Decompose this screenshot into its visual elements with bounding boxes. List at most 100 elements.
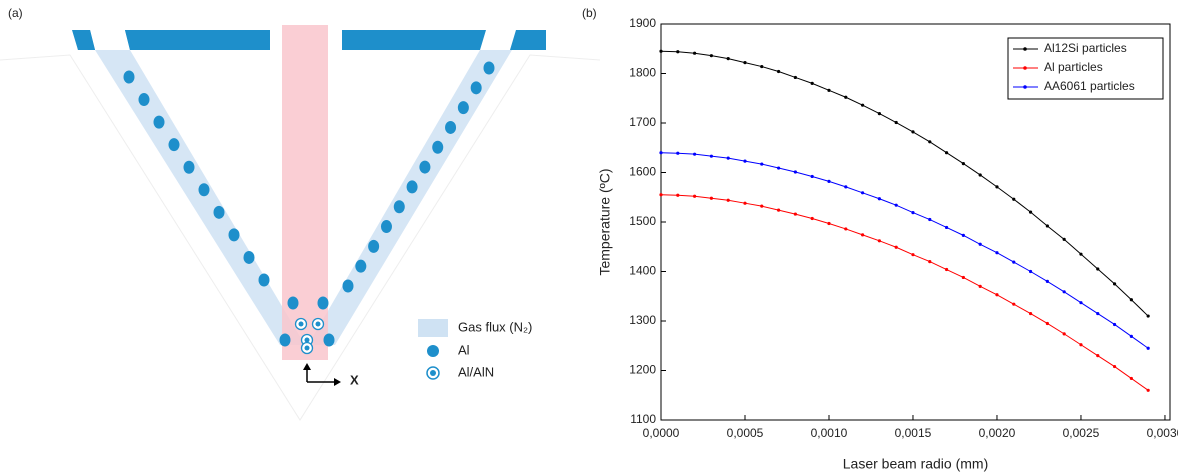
particle <box>368 239 380 253</box>
data-point <box>1079 252 1083 256</box>
legend-swatch <box>418 319 448 337</box>
data-point <box>676 151 680 155</box>
data-point <box>1028 210 1033 214</box>
particle <box>470 81 482 95</box>
data-point <box>709 154 713 158</box>
data-point <box>1062 237 1066 241</box>
data-point <box>1045 321 1049 326</box>
data-point <box>928 140 932 144</box>
data-point <box>1012 302 1016 306</box>
data-point <box>743 61 747 65</box>
data-point <box>1062 290 1066 294</box>
data-point <box>1146 346 1150 350</box>
data-point <box>978 242 982 246</box>
data-point <box>1112 364 1117 369</box>
legend-label: Al12Si particles <box>1044 41 1127 55</box>
data-point <box>978 284 982 288</box>
legend-marker <box>1023 47 1027 51</box>
data-point <box>1079 301 1083 305</box>
data-point <box>928 260 932 264</box>
x-tick-label: 0,0015 <box>895 426 932 440</box>
data-point <box>810 174 814 179</box>
x-tick-label: 0,0010 <box>811 426 848 440</box>
outline <box>0 54 601 421</box>
y-tick-label: 1100 <box>630 412 656 426</box>
data-point <box>676 50 680 54</box>
data-point <box>776 69 781 74</box>
data-point <box>827 179 831 184</box>
data-point <box>726 198 730 202</box>
data-point <box>844 95 848 99</box>
data-point <box>659 151 663 155</box>
coated-particle <box>304 345 310 351</box>
nozzle <box>125 30 270 50</box>
data-point <box>877 111 881 116</box>
data-point <box>1045 224 1049 228</box>
data-point <box>1096 354 1100 358</box>
coated-particle <box>315 321 321 327</box>
particle <box>228 228 240 242</box>
gas-flux <box>95 50 305 345</box>
coated-particle <box>304 337 310 343</box>
data-point <box>844 227 848 231</box>
data-point <box>676 193 680 197</box>
data-point <box>1045 279 1049 283</box>
data-point <box>894 203 898 207</box>
legend-marker <box>1023 66 1027 70</box>
particle <box>198 183 210 197</box>
data-point <box>692 152 697 156</box>
legend-marker <box>1023 85 1027 89</box>
data-point <box>860 103 865 107</box>
data-point <box>911 210 915 215</box>
data-point <box>911 130 915 134</box>
particle <box>342 279 354 293</box>
legend-label: Gas flux (N₂) <box>458 319 532 334</box>
nozzle <box>74 30 95 50</box>
data-point <box>911 253 915 257</box>
legend-label: Al/AlN <box>458 364 494 379</box>
particle <box>445 120 457 134</box>
y-tick-label: 1900 <box>629 16 656 30</box>
y-tick-label: 1300 <box>629 313 656 327</box>
data-point <box>827 221 831 226</box>
data-point <box>692 51 697 55</box>
legend-label: AA6061 particles <box>1044 79 1135 93</box>
data-point <box>877 197 881 201</box>
particle <box>406 180 418 194</box>
y-tick-label: 1700 <box>629 115 656 129</box>
data-point <box>1146 388 1150 392</box>
y-tick-label: 1800 <box>629 66 656 80</box>
data-point <box>793 75 797 80</box>
data-point <box>928 217 932 222</box>
data-point <box>995 251 999 255</box>
y-axis-label: Temperature (ºC) <box>597 168 613 275</box>
data-point <box>944 267 949 272</box>
data-point <box>1012 260 1016 264</box>
data-point <box>1112 322 1117 327</box>
data-point <box>995 293 999 297</box>
data-point <box>978 173 982 177</box>
data-point <box>709 196 713 200</box>
data-point <box>1028 269 1033 274</box>
data-point <box>961 161 965 166</box>
legend-label: Al particles <box>1044 60 1103 74</box>
particle <box>183 160 195 174</box>
axis-label: X <box>350 372 359 387</box>
data-point <box>709 54 713 58</box>
particle <box>323 333 335 347</box>
data-point <box>760 162 764 166</box>
data-point <box>810 216 814 221</box>
data-point <box>760 204 764 208</box>
series-line <box>660 50 1149 317</box>
nozzle <box>510 30 546 50</box>
x-tick-label: 0,0020 <box>979 426 1016 440</box>
particle <box>153 115 165 129</box>
data-point <box>961 233 965 237</box>
data-point <box>726 156 730 160</box>
particle <box>287 296 299 310</box>
data-point <box>726 57 730 61</box>
legend-swatch <box>427 345 439 357</box>
data-point <box>1096 267 1100 271</box>
y-tick-label: 1400 <box>629 264 656 278</box>
